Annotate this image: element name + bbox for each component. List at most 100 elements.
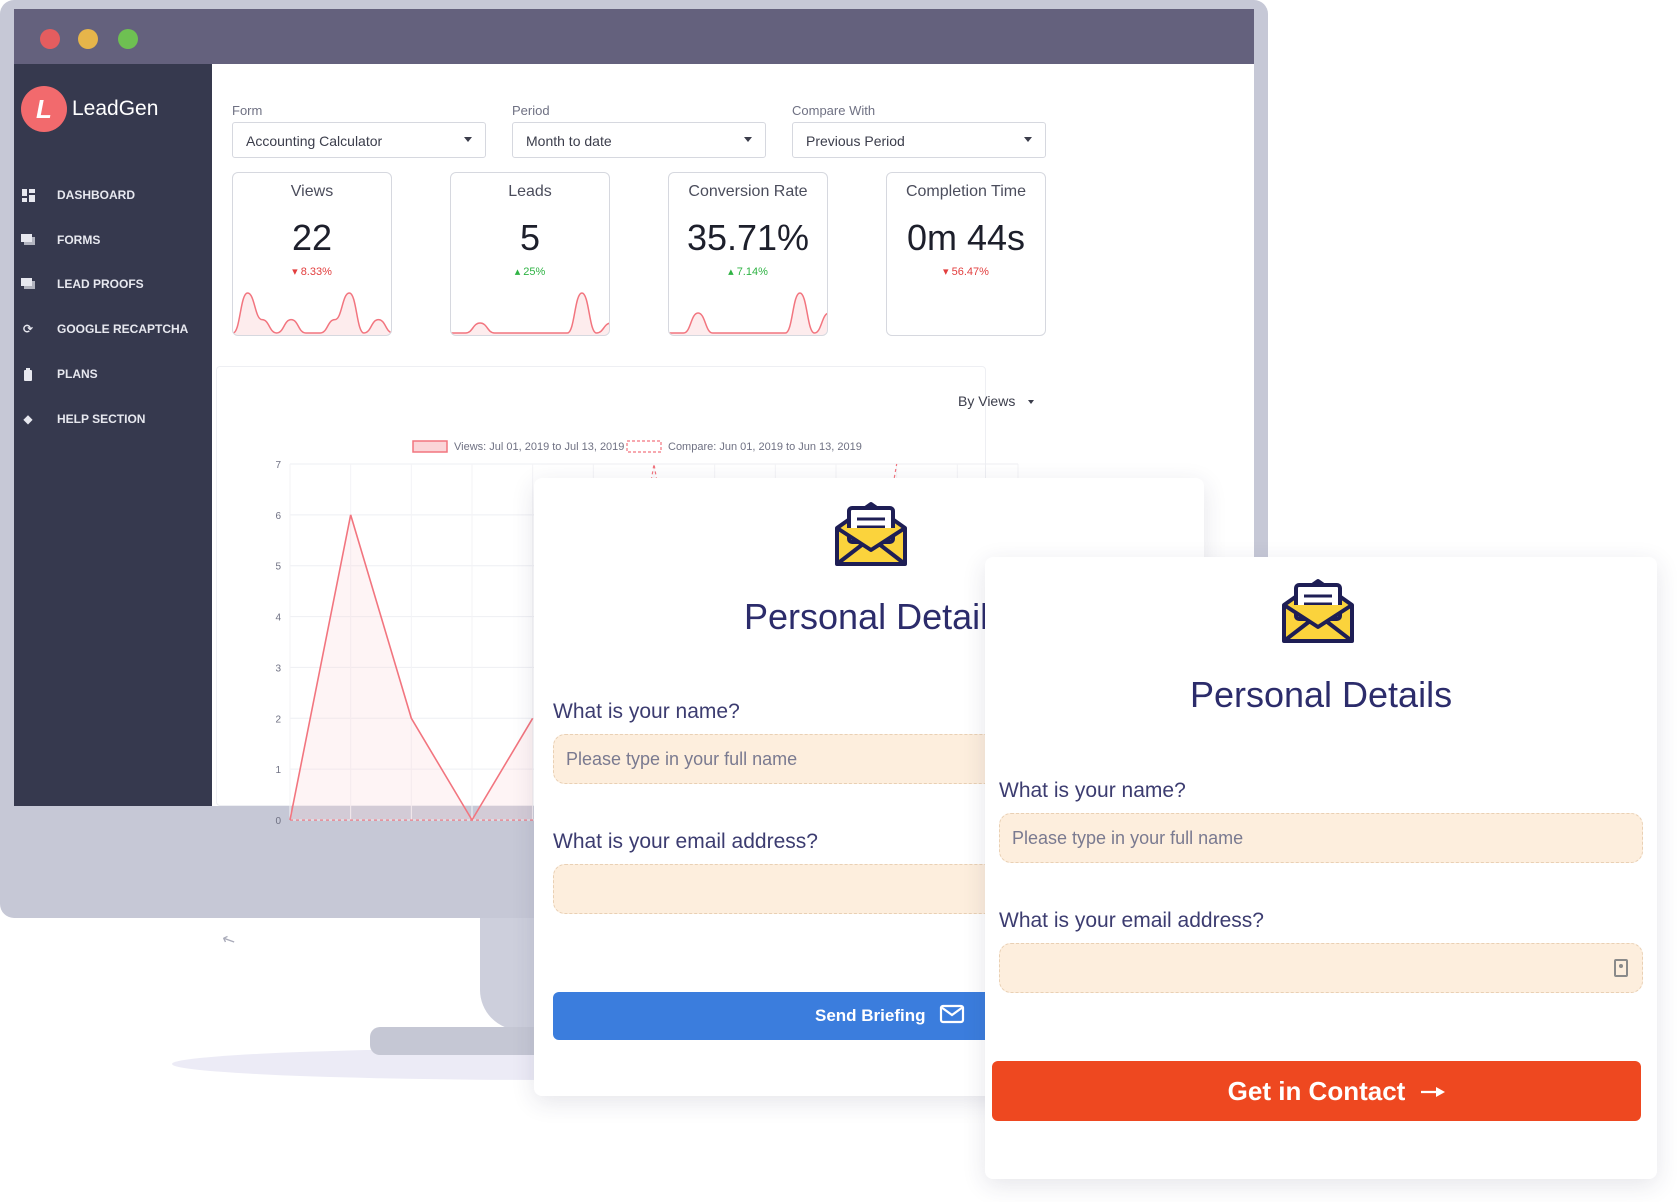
sidebar-item-help-section[interactable]: ◆ HELP SECTION [21, 407, 145, 431]
help-icon: ◆ [23, 412, 33, 426]
name-input-placeholder: Please type in your full name [566, 749, 798, 769]
email-question-label: What is your email address? [553, 830, 818, 853]
kpi-title: Views [290, 183, 334, 200]
y-tick-label: 4 [275, 613, 281, 624]
email-input[interactable] [999, 943, 1643, 993]
y-tick-label: 5 [275, 562, 281, 573]
trend-down-icon: ▾ [943, 266, 949, 278]
kpi-delta-value: 7.14% [736, 266, 768, 278]
lead-proofs-icon [21, 277, 35, 291]
legend-swatch-compare [626, 440, 662, 453]
kpi-title: Completion Time [905, 183, 1027, 200]
legend-label-compare: Compare: Jun 01, 2019 to Jun 13, 2019 [668, 441, 862, 453]
form-title: Personal Details [744, 596, 1007, 637]
sidebar-item-lead-proofs[interactable]: LEAD PROOFS [21, 272, 144, 296]
trend-down-icon: ▾ [292, 266, 298, 278]
sidebar-item-plans[interactable]: PLANS [21, 362, 98, 386]
form-title: Personal Details [1189, 674, 1453, 715]
kpi-delta: ▴ 25% [451, 265, 609, 278]
compare-filter-label: Compare With [792, 103, 876, 118]
get-in-contact-label: Get in Contact [1227, 1076, 1406, 1106]
form-select[interactable]: Accounting Calculator [232, 122, 486, 158]
kpi-delta-value: 25% [523, 266, 546, 278]
period-select-value: Month to date [526, 133, 612, 149]
kpi-delta: ▴ 7.14% [669, 265, 827, 278]
trend-up-icon: ▴ [514, 266, 521, 278]
window-titlebar [14, 9, 1254, 64]
kpi-value: 5 [519, 217, 541, 258]
envelope-icon [1282, 579, 1354, 643]
y-tick-label: 6 [275, 511, 281, 522]
name-question-label: What is your name? [999, 779, 1186, 802]
mail-icon [939, 1004, 965, 1024]
forms-icon [21, 233, 35, 247]
sidebar: L LeadGen DASHBOARD FORMS LEAD PROOFS [14, 64, 212, 806]
kpi-delta-value: 8.33% [300, 266, 332, 278]
name-question-label: What is your name? [553, 700, 740, 723]
sidebar-item-dashboard[interactable]: DASHBOARD [21, 183, 135, 207]
chevron-down-icon [1024, 137, 1032, 142]
trend-up-icon: ▴ [728, 266, 734, 278]
sparkline-area [233, 293, 391, 335]
sidebar-item-label: LEAD PROOFS [57, 277, 144, 291]
kpi-card-completion-time[interactable]: Completion Time 0m 44s ▾ 56.47% [886, 172, 1046, 336]
views-series-line [289, 514, 534, 822]
kpi-delta: ▾ 56.47% [887, 265, 1045, 278]
form-select-value: Accounting Calculator [246, 133, 383, 149]
name-input[interactable]: Please type in your full name [999, 813, 1643, 863]
form-filter-label: Form [232, 103, 263, 118]
chevron-down-icon [464, 137, 472, 142]
name-input-placeholder: Please type in your full name [1012, 828, 1244, 848]
y-tick-label: 7 [275, 460, 281, 471]
kpi-value: 35.71% [686, 217, 810, 258]
kpi-value: 0m 44s [906, 217, 1026, 258]
get-in-contact-button[interactable]: Get in Contact [992, 1061, 1641, 1121]
y-tick-label: 2 [275, 714, 281, 725]
envelope-icon [835, 502, 907, 566]
app-logo-icon[interactable]: L [21, 86, 67, 132]
sidebar-item-label: FORMS [57, 233, 101, 247]
chevron-down-icon [1028, 400, 1034, 404]
kpi-sparkline [233, 292, 391, 335]
sidebar-item-google-recaptcha[interactable]: ⟳ GOOGLE RECAPTCHA [21, 317, 188, 341]
kpi-title: Conversion Rate [688, 183, 808, 200]
chevron-down-icon [744, 137, 752, 142]
kpi-delta-value: 56.47% [951, 266, 989, 278]
kpi-card-views[interactable]: Views 22 ▾ 8.33% [232, 172, 392, 336]
period-filter-label: Period [512, 103, 550, 118]
email-question-label: What is your email address? [999, 909, 1264, 932]
period-select[interactable]: Month to date [512, 122, 766, 158]
app-name[interactable]: LeadGen [72, 97, 159, 120]
send-briefing-label: Send Briefing [815, 1006, 926, 1025]
legend-label-views: Views: Jul 01, 2019 to Jul 13, 2019 [454, 441, 624, 453]
kpi-sparkline [669, 292, 827, 335]
recaptcha-icon: ⟳ [22, 322, 34, 336]
sidebar-item-label: GOOGLE RECAPTCHA [57, 322, 189, 336]
kpi-card-leads[interactable]: Leads 5 ▴ 25% [450, 172, 610, 336]
legend-swatch-views [412, 440, 448, 453]
kpi-delta: ▾ 8.33% [233, 265, 391, 278]
y-tick-label: 0 [275, 816, 281, 827]
y-tick-label: 3 [275, 663, 281, 674]
minimize-window-button[interactable] [78, 29, 98, 49]
sparkline-line [669, 292, 827, 334]
contact-card-icon [1614, 959, 1628, 977]
sidebar-item-label: PLANS [57, 367, 98, 381]
sparkline-line [233, 292, 391, 334]
kpi-sparkline [451, 292, 609, 335]
sidebar-item-forms[interactable]: FORMS [21, 228, 100, 252]
close-window-button[interactable] [40, 29, 60, 49]
y-tick-label: 1 [275, 765, 281, 776]
chart-sort-dropdown[interactable]: By Views [958, 393, 1016, 409]
form-card-get-in-contact: Personal Details What is your name? Plea… [985, 557, 1657, 1179]
sidebar-item-label: HELP SECTION [57, 412, 146, 426]
kpi-value: 22 [291, 217, 333, 258]
compare-select-value: Previous Period [806, 133, 905, 149]
compare-select[interactable]: Previous Period [792, 122, 1046, 158]
sidebar-item-label: DASHBOARD [57, 188, 135, 202]
kpi-card-conversion-rate[interactable]: Conversion Rate 35.71% ▴ 7.14% [668, 172, 828, 336]
maximize-window-button[interactable] [118, 29, 138, 49]
kpi-title: Leads [508, 183, 552, 200]
sparkline-line [451, 292, 609, 334]
arrow-right-icon [1421, 1087, 1445, 1097]
